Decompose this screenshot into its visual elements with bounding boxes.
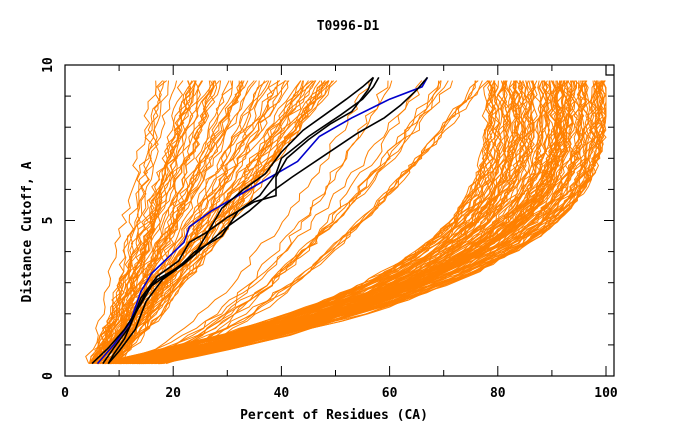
x-axis-label: Percent of Residues (CA) bbox=[240, 408, 428, 423]
model-curve bbox=[165, 80, 520, 365]
x-tick-label: 80 bbox=[490, 386, 506, 401]
model-curve bbox=[101, 80, 425, 365]
highlight-black-3-curve bbox=[102, 77, 375, 365]
highlight-curves bbox=[91, 76, 429, 365]
model-curve bbox=[89, 80, 255, 365]
model-curve bbox=[89, 80, 192, 364]
model-curve bbox=[135, 80, 477, 365]
model-curve bbox=[92, 80, 268, 365]
x-axis: 0 20 40 60 80 100 bbox=[61, 65, 618, 401]
x-tick-label: 0 bbox=[61, 386, 69, 401]
model-curve bbox=[158, 80, 605, 365]
plot-corner-mark bbox=[605, 65, 614, 76]
model-curve bbox=[109, 80, 324, 365]
model-curve bbox=[105, 80, 449, 365]
y-tick-label: 5 bbox=[41, 217, 56, 225]
model-curve bbox=[96, 80, 203, 364]
model-curve bbox=[149, 80, 545, 365]
model-curve bbox=[110, 80, 312, 364]
model-curve bbox=[90, 80, 218, 364]
model-curve bbox=[102, 80, 453, 365]
x-tick-label: 40 bbox=[274, 386, 290, 401]
highlight-blue-curve bbox=[96, 77, 429, 365]
model-curve bbox=[135, 80, 389, 365]
model-curve bbox=[99, 80, 204, 364]
y-axis: 0 5 10 bbox=[41, 57, 614, 380]
model-curve bbox=[103, 80, 506, 365]
model-curve bbox=[115, 80, 561, 365]
model-curve bbox=[93, 80, 304, 365]
model-curve bbox=[113, 80, 517, 365]
model-curve bbox=[112, 80, 279, 364]
model-curve bbox=[106, 80, 561, 365]
highlight-black-4-curve bbox=[107, 76, 429, 365]
model-curve bbox=[118, 80, 601, 365]
plot-curves bbox=[85, 80, 607, 365]
y-axis-label: Distance Cutoff, A bbox=[20, 161, 35, 302]
model-curve bbox=[99, 80, 562, 365]
model-curve bbox=[85, 80, 157, 364]
model-curve bbox=[154, 80, 523, 365]
x-tick-label: 20 bbox=[165, 386, 181, 401]
model-curve bbox=[110, 80, 168, 364]
model-curve bbox=[105, 80, 194, 364]
model-curve bbox=[159, 80, 514, 365]
model-curve bbox=[137, 80, 497, 365]
model-curve bbox=[142, 80, 607, 365]
x-tick-label: 100 bbox=[594, 386, 618, 401]
y-tick-label: 10 bbox=[41, 57, 56, 73]
model-curve bbox=[119, 80, 442, 365]
x-tick-label: 60 bbox=[382, 386, 398, 401]
y-tick-label: 0 bbox=[41, 372, 56, 380]
model-curve bbox=[134, 80, 423, 365]
model-curve bbox=[119, 80, 440, 365]
model-curve bbox=[159, 80, 529, 365]
model-curve bbox=[104, 80, 370, 365]
model-curve bbox=[127, 80, 494, 365]
model-curve bbox=[156, 80, 504, 365]
model-curve bbox=[88, 80, 197, 364]
model-curve bbox=[133, 80, 527, 365]
chart-title: T0996-D1 bbox=[317, 19, 380, 34]
